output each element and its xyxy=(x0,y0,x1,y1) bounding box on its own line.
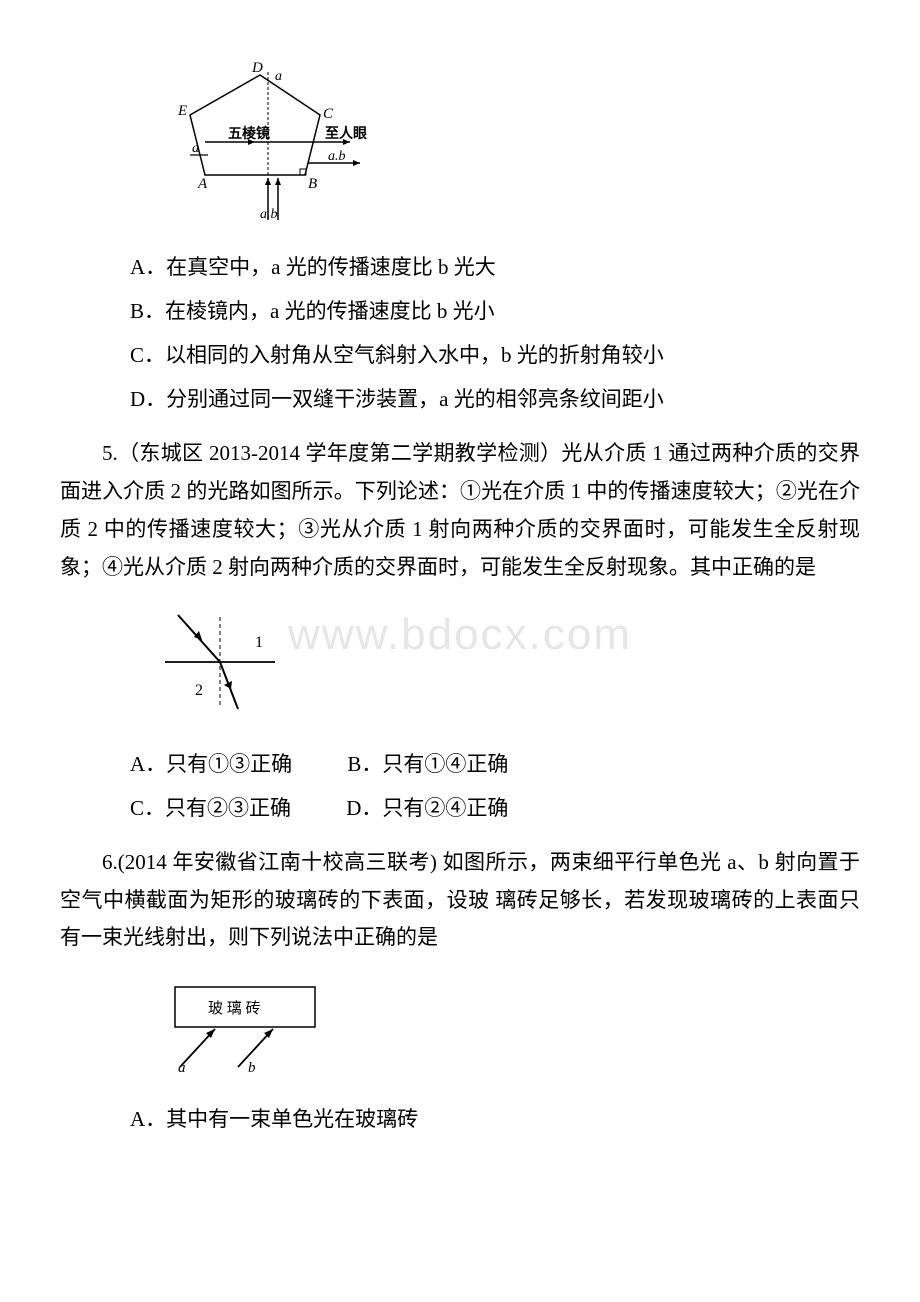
document-content: D a E C 五棱镜 至人眼 a A B a.b a.b A．在真空中，a 光… xyxy=(60,60,860,1141)
q4-option-C: C．以相同的入射角从空气斜射入水中，b 光的折射角较小 xyxy=(130,333,860,377)
q4-figure: D a E C 五棱镜 至人眼 a A B a.b a.b xyxy=(160,60,860,225)
q6-figure: 玻 璃 砖 a b xyxy=(160,977,860,1077)
q5-option-B: B．只有①④正确 xyxy=(347,752,508,776)
label-D: D xyxy=(251,60,263,76)
label-ab-right: a.b xyxy=(328,149,346,164)
label-a-top: a xyxy=(275,69,282,84)
glass-label: 玻 璃 砖 xyxy=(208,1000,261,1017)
q4-option-A: A．在真空中，a 光的传播速度比 b 光大 xyxy=(130,245,860,289)
glass-block-diagram: 玻 璃 砖 a b xyxy=(160,977,330,1077)
q5-text: 5.（东城区 2013-2014 学年度第二学期教学检测）光从介质 1 通过两种… xyxy=(60,435,860,586)
q6-text: 6.(2014 年安徽省江南十校高三联考) 如图所示，两束细平行单色光 a、b … xyxy=(60,844,860,957)
q5-figure: 1 2 xyxy=(160,607,860,722)
label-a-left: a xyxy=(192,141,199,156)
q5-option-D: D．只有②④正确 xyxy=(346,796,508,820)
q5-options-row2: C．只有②③正确 D．只有②④正确 xyxy=(130,786,860,830)
q5-label-2: 2 xyxy=(195,682,203,699)
q4-option-B: B．在棱镜内，a 光的传播速度比 b 光小 xyxy=(130,289,860,333)
label-toeye: 至人眼 xyxy=(325,125,367,142)
label-B: B xyxy=(308,176,317,192)
q4-option-D: D．分别通过同一双缝干涉装置，a 光的相邻亮条纹间距小 xyxy=(130,377,860,421)
pentagon-prism-diagram: D a E C 五棱镜 至人眼 a A B a.b a.b xyxy=(160,60,380,225)
q6-label-a: a xyxy=(178,1060,186,1076)
label-ab-bottom: a.b xyxy=(260,207,278,222)
label-C: C xyxy=(323,106,334,122)
q5-label-1: 1 xyxy=(255,634,263,651)
label-E: E xyxy=(177,103,187,119)
label-prism: 五棱镜 xyxy=(228,125,270,142)
q6-option-A: A．其中有一束单色光在玻璃砖 xyxy=(130,1097,860,1141)
q5-option-A: A．只有①③正确 xyxy=(130,752,292,776)
label-A: A xyxy=(197,176,208,192)
q5-options-row1: A．只有①③正确 B．只有①④正确 xyxy=(130,742,860,786)
q6-label-b: b xyxy=(248,1060,256,1076)
refraction-diagram: 1 2 xyxy=(160,607,300,722)
q5-option-C: C．只有②③正确 xyxy=(130,796,291,820)
